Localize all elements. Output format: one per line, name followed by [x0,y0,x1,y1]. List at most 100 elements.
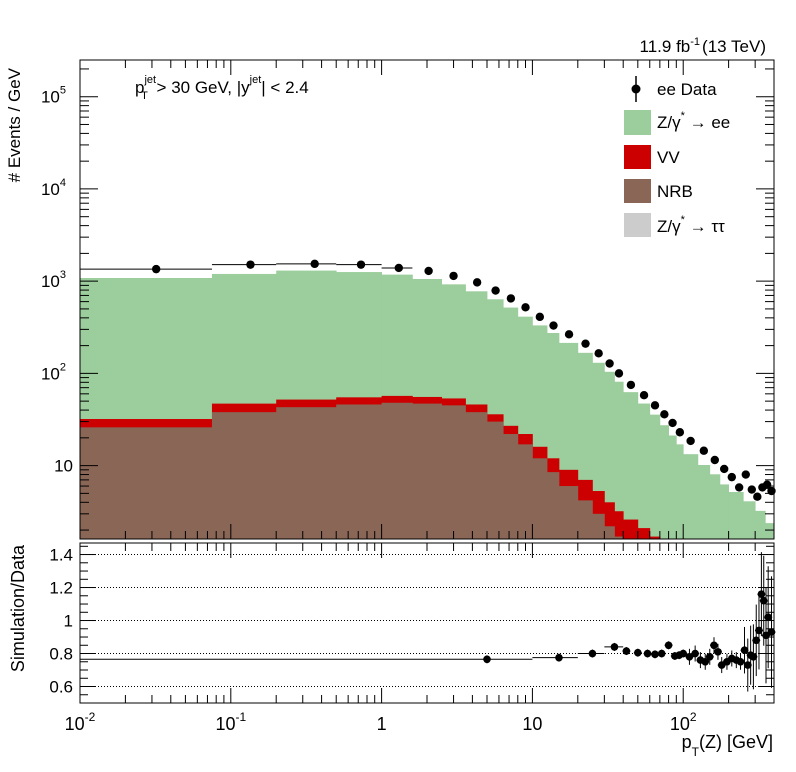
y-axis-title-main: # Events / GeV [5,67,24,182]
data-point [506,294,516,303]
hist-bin-zee [614,381,624,539]
data-point [686,436,695,446]
ratio-gridlines [80,554,774,688]
legend: ee Data Z/γ* → ee VV NRB Z/γ* → ττ [624,76,730,237]
hist-bin-nrb [336,404,383,539]
data-point [668,418,677,428]
hist-bin-zee [743,501,756,539]
data-point [727,472,736,482]
hist-bin-zee [765,523,775,539]
ratio-point [710,641,718,650]
lumi-label: 11.9 fb-1 (13 TeV) [640,36,766,56]
data-point [424,266,433,276]
data-point [699,446,709,455]
data-point [151,264,161,274]
data-point [626,380,636,390]
data-point [639,390,649,400]
data-point [394,263,403,273]
hist-bin-nrb [381,402,413,539]
y-axis-title-ratio: Simulation/Data [8,544,28,672]
hist-bin-zee [755,510,766,539]
hist-bin-nrb [276,407,337,539]
ratio-plot-frame [79,542,775,704]
ratio-point [736,657,745,666]
hist-bin-nrb [441,405,466,539]
hist-bin-nrb [487,421,504,539]
data-point [581,339,590,348]
data-point [594,349,603,358]
hist-bin-nrb [614,536,624,539]
ratio-point [610,643,619,651]
legend-label-vv: VV [657,148,680,167]
data-point [356,260,366,269]
x-tick-label: 102 [670,710,697,734]
data-point [660,410,669,419]
hist-bin-zee [659,425,669,539]
ratio-point [643,649,652,658]
hist-bin-nrb [465,412,488,539]
legend-label-nrb: NRB [657,182,693,201]
ratio-point [657,649,666,658]
data-point [720,464,729,474]
legend-label-zee: Z/γ* → ee [657,110,730,132]
x-tick-label: 10-1 [215,710,246,734]
ratio-y-tick-label: 1.2 [49,579,73,598]
data-point [491,286,500,295]
hist-bin-nrb [412,403,443,539]
ratio-point [664,641,673,650]
ratio-point [691,649,699,658]
data-point [734,483,744,492]
y-tick-label: 102 [41,361,66,383]
hist-bin-zee [709,474,721,539]
ratio-point [555,653,563,662]
data-point [753,492,762,501]
hist-bin-nrb [592,513,605,539]
data-point [747,485,756,494]
legend-label-ztt: Z/γ* → ττ [657,214,725,236]
hist-bin-nrb [211,412,277,539]
ratio-point [764,613,772,622]
legend-swatch-ztt [624,213,651,237]
data-point [762,480,772,489]
x-tick-label: 10 [522,714,542,734]
data-point [535,312,545,322]
data-point [521,303,530,312]
legend-entry-zee: Z/γ* → ee [624,110,730,135]
hist-bin-nrb [532,458,548,539]
main-plot-panel: 10 102 103 104 105 [41,59,776,540]
ratio-point [714,648,722,656]
hist-bin-zee [649,414,661,539]
hist-bin-zee [683,454,699,539]
data-point [472,278,482,287]
ratio-point [740,646,749,655]
ratio-point [701,657,710,666]
data-point [710,455,719,465]
legend-swatch-zee [624,110,651,135]
ratio-y-tick-label: 0.6 [49,678,73,697]
main-y-ticks: 10 102 103 104 105 [41,68,774,531]
ratio-plot-panel: 0.6 0.8 1 1.2 1.4 10-2 10-1 1 10 102 [49,542,776,734]
ratio-point [679,649,688,658]
ratio-point [588,649,597,658]
ratio-y-tick-label: 1 [64,612,73,631]
data-points [80,259,776,501]
y-tick-label: 104 [41,177,66,199]
y-tick-label: 10 [54,457,73,476]
data-point [741,470,750,479]
legend-swatch-nrb [624,179,651,203]
hist-bin-vv [604,502,615,539]
data-point [614,369,624,378]
x-tick-label: 10-2 [65,710,96,734]
x-axis-title: pT(Z) [GeV] [682,732,773,759]
data-point [675,428,685,437]
hist-bin-nrb [604,526,615,539]
ratio-point [749,653,758,661]
legend-entry-data: ee Data [631,76,717,102]
data-point [310,259,319,269]
data-point [449,271,458,281]
hist-bin-nrb [80,427,213,539]
hist-bin-zee [676,444,684,539]
hist-bin-nrb [517,444,533,539]
main-x-ticks [79,60,775,539]
ratio-y-tick-label: 0.8 [49,645,73,664]
